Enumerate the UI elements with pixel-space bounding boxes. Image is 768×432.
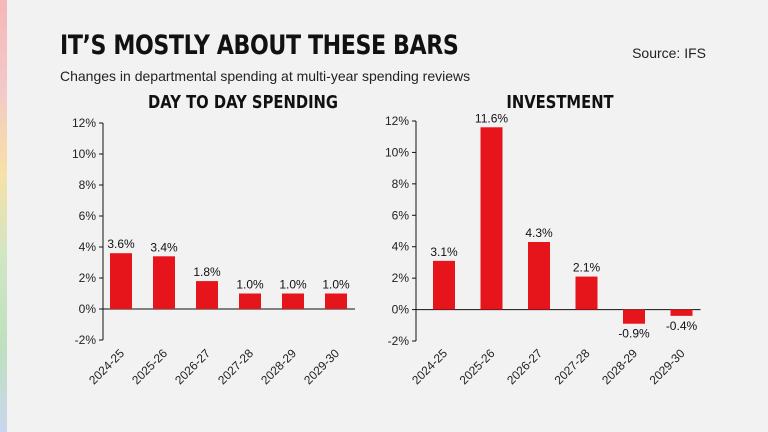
day-to-day-y-tick-label: 2% [79,271,97,285]
investment-y-tick-label: 4% [392,240,410,254]
investment-data-label: 11.6% [475,111,508,125]
investment-category-label: 2024-25 [409,346,450,387]
investment-data-label: -0.9% [618,327,650,341]
day-to-day-data-label: 3.6% [107,237,135,251]
investment-category-label: 2025-26 [457,346,498,387]
investment-bar [575,276,598,310]
day-to-day-y-tick-label: 12% [72,116,96,130]
day-to-day-category-label: 2029-30 [301,346,342,387]
day-to-day-category-label: 2028-29 [258,346,299,387]
investment-y-tick-label: 12% [385,114,409,128]
investment-category-label: 2026-27 [504,346,545,387]
investment-data-label: 3.1% [430,245,458,259]
investment-bar [480,127,503,310]
investment-category-label: 2027-28 [552,346,593,387]
investment-y-tick-label: 6% [392,208,410,222]
decorative-edge-strip [0,0,7,432]
investment-y-tick-label: 0% [392,303,410,317]
day-to-day-bar [325,293,347,309]
investment-bar [433,260,455,310]
day-to-day-data-label: 1.0% [236,278,264,292]
day-to-day-bar [282,293,304,309]
investment-y-tick-label: 8% [392,177,410,191]
investment-data-label: 4.3% [525,226,553,240]
investment-y-tick-label: 2% [392,271,410,285]
investment-bar [623,309,645,324]
headline: IT’S MOSTLY ABOUT THESE BARS [60,30,459,61]
day-to-day-bar [239,293,261,309]
day-to-day-bar [153,256,175,309]
day-to-day-bar [110,253,132,309]
day-to-day-data-label: 3.4% [150,240,178,254]
panel-title-day-to-day: DAY TO DAY SPENDING [148,92,339,113]
day-to-day-category-label: 2025-26 [129,346,170,387]
day-to-day-category-label: 2026-27 [172,346,213,387]
panel-title-investment: INVESTMENT [506,92,614,113]
investment-data-label: 2.1% [573,261,601,275]
subtitle: Changes in departmental spending at mult… [60,68,471,84]
day-to-day-y-tick-label: 4% [79,240,97,254]
investment-category-label: 2028-29 [599,346,640,387]
day-to-day-y-tick-label: 8% [79,178,97,192]
day-to-day-category-label: 2024-25 [86,346,127,387]
day-to-day-y-tick-label: 6% [79,209,97,223]
day-to-day-y-tick-label: 10% [72,147,96,161]
day-to-day-category-label: 2027-28 [215,346,256,387]
investment-bar [528,242,550,310]
source-note: Source: IFS [632,45,706,61]
investment-category-label: 2029-30 [647,346,688,387]
day-to-day-data-label: 1.0% [279,278,307,292]
investment-data-label: -0.4% [666,319,698,333]
investment-bar [670,309,693,316]
day-to-day-y-tick-label: -2% [75,333,97,347]
day-to-day-data-label: 1.8% [193,265,221,279]
day-to-day-y-tick-label: 0% [79,302,97,316]
day-to-day-bar [196,281,218,309]
day-to-day-data-label: 1.0% [322,278,350,292]
investment-y-tick-label: 10% [385,145,409,159]
investment-y-tick-label: -2% [388,334,410,348]
